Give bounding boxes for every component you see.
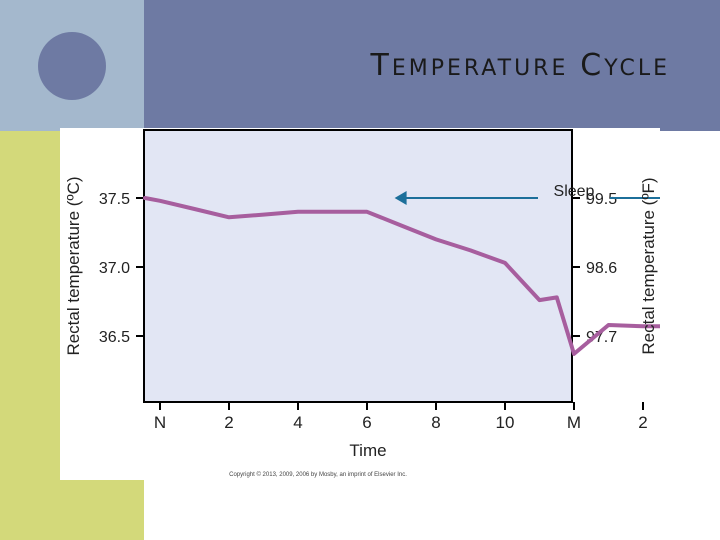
x-axis-label: Time [349, 441, 386, 460]
decor-circle [38, 32, 106, 100]
y-left-tick-label: 36.5 [99, 329, 130, 346]
chart-panel: 37.537.036.5 99.598.697.7 N246810M246810… [60, 128, 660, 480]
x-tick-label: 8 [431, 413, 440, 432]
copyright-text: Copyright © 2013, 2009, 2006 by Mosby, a… [229, 471, 407, 478]
y-right-tick-label: 98.6 [586, 260, 617, 277]
y-axis-left-label: Rectal temperature (ºC) [64, 176, 83, 355]
y-left-tick-label: 37.0 [99, 260, 130, 277]
series-line [143, 196, 660, 356]
x-tick-label: 2 [638, 413, 647, 432]
x-tick-label: M [567, 413, 581, 432]
title-bar [144, 0, 720, 131]
x-axis: N246810M246810N [154, 402, 648, 432]
y-left-tick-label: 37.5 [99, 191, 130, 208]
sleep-arrow-left-head [394, 191, 407, 205]
x-tick-label: 4 [293, 413, 302, 432]
y-axis-right: 99.5 98.6 97.7 [572, 191, 617, 346]
sleep-annotation: Sleep [394, 183, 660, 205]
y-right-tick-label: 97.7 [586, 329, 617, 346]
y-right-tick-label: 99.5 [586, 191, 617, 208]
temperature-chart: 37.537.036.5 99.598.697.7 N246810M246810… [64, 129, 660, 478]
y-axis-right-label: Rectal temperature (ºF) [639, 177, 658, 354]
x-tick-label: 2 [224, 413, 233, 432]
x-tick-label: 10 [496, 413, 515, 432]
y-axis-left: 37.5 37.0 36.5 [99, 191, 144, 346]
sleep-label: Sleep [554, 183, 595, 200]
x-tick-label: N [154, 413, 166, 432]
slide-title: TEMPERATURE CYCLE [370, 48, 670, 83]
x-tick-label: 6 [362, 413, 371, 432]
